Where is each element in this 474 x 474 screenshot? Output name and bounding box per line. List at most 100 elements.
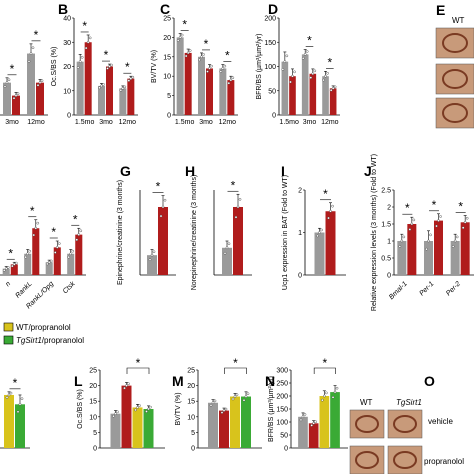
y-tick-label: 1 [387,239,391,246]
y-tick-label: 0 [387,273,391,280]
panel-o-row1: vehicle [428,417,453,426]
bar [184,52,192,115]
data-point [293,70,296,74]
y-tick-label: 0.5 [381,256,391,263]
bar [233,207,243,275]
panel-a: * 3mo * 12mo [0,28,48,126]
data-point [320,228,323,232]
bar [329,88,337,115]
data-point [102,83,105,86]
significance-star: * [458,200,463,214]
data-point [20,397,24,401]
panel-label-n: N [265,373,275,389]
data-point [318,231,321,234]
panel-label-l: L [74,373,83,389]
y-tick-label: 2 [298,188,302,195]
bar [2,268,10,275]
y-tick-label: 250 [276,381,288,388]
data-point [148,258,152,262]
significance-star: * [34,28,39,42]
data-point [281,68,285,71]
y-axis-label: BFR/BS (µm³/µm²/yr) [268,376,275,442]
data-point [309,76,313,79]
data-point [311,72,315,76]
bar [67,253,75,275]
data-point [223,64,227,68]
x-tick-label: 12mo [119,119,137,126]
x-tick-label: Ctsk [62,280,77,295]
bar [309,73,317,115]
significance-bracket [313,367,336,374]
data-point [18,403,22,406]
data-point [9,391,13,395]
x-tick-label: 3mo [199,119,213,126]
panel-l: L 0 5 10 15 20 25 Oc.S/BS (%) * [74,356,165,453]
data-point [79,229,83,233]
bar [4,394,14,448]
data-point [211,401,215,405]
data-point [427,239,430,243]
data-point [222,409,226,412]
bar [127,78,135,115]
data-point [227,81,231,85]
data-point [14,94,18,97]
data-point [324,74,327,78]
y-tick-label: 0 [93,446,97,453]
data-point [331,87,335,90]
data-point [221,67,225,70]
data-point [412,218,416,222]
data-point [453,239,457,243]
data-point [45,262,49,266]
data-point [100,84,103,88]
data-point [208,67,211,70]
data-point [136,406,139,409]
data-point [184,54,188,58]
data-point [289,80,292,84]
data-point [186,51,190,55]
bar [76,61,84,115]
data-point [69,252,73,256]
data-point [327,216,330,220]
data-point [202,53,205,56]
y-tick-label: 20 [163,35,171,42]
significance-star: * [10,62,15,76]
data-point [131,75,135,79]
significance-star: * [231,178,236,192]
bone-trabecula [442,69,468,89]
data-point [16,410,20,414]
data-point [335,386,339,390]
bar [84,42,92,115]
data-point [333,85,337,89]
significance-star: * [125,60,130,74]
y-tick-label: 15 [163,54,171,61]
data-point [27,60,31,63]
y-tick-label: 200 [264,16,276,23]
data-point [49,259,53,263]
y-axis-label: Oc.S/BS (%) [51,47,58,87]
data-point [6,266,10,269]
data-point [200,55,203,59]
x-tick-label: Per-2 [445,280,462,297]
bone-section-image [435,27,474,59]
data-point [28,249,32,253]
data-point [331,395,335,399]
y-tick-label: 1 [298,230,302,237]
data-point [5,396,9,399]
panel-e-photos: E WT [435,2,474,129]
data-point [53,251,57,254]
bar [219,68,227,115]
y-tick-label: 300 [276,368,288,375]
data-point [455,235,459,239]
bar [15,404,25,448]
data-point [112,414,115,418]
data-point [55,246,59,249]
bar [319,396,330,448]
data-point [439,215,442,218]
panel-e-header: WT [452,16,465,25]
y-tick-label: 5 [167,93,171,100]
bone-section-image [435,97,474,129]
panel-label-j: J [364,163,372,179]
